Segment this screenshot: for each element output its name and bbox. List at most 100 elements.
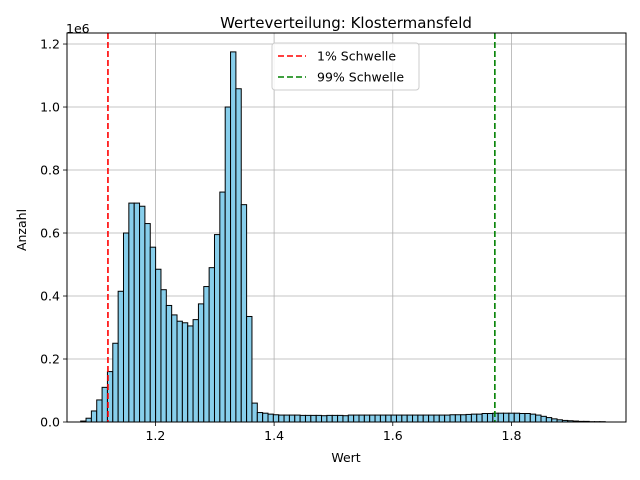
histogram-bar (465, 413, 472, 423)
histogram-bar (428, 414, 435, 423)
histogram-bar (321, 415, 328, 423)
histogram-bar (101, 386, 108, 423)
histogram-bar (267, 413, 274, 423)
histogram-bar (288, 414, 296, 423)
histogram-bar (299, 414, 306, 423)
histogram-bar (486, 412, 494, 423)
histogram-bar (278, 414, 285, 423)
histogram-bar (454, 414, 462, 423)
histogram-bar (374, 414, 381, 423)
histogram-bar (272, 414, 280, 423)
y-axis-label: Anzahl (14, 209, 29, 251)
histogram-bar (197, 303, 205, 423)
histogram-bar (342, 415, 349, 423)
x-tick-label: 1.8 (502, 428, 522, 443)
histogram-bar (519, 412, 526, 423)
histogram-bar (96, 399, 103, 423)
histogram-bar (406, 414, 414, 423)
histogram-bar (240, 204, 248, 423)
histogram-bar (508, 412, 515, 423)
histogram-bar (449, 414, 456, 423)
histogram-bar (85, 417, 92, 423)
y-scale-label: 1e6 (66, 21, 90, 36)
x-tick-label: 1.4 (264, 428, 284, 443)
y-tick-label: 0.0 (40, 415, 60, 430)
histogram-bar (540, 415, 547, 423)
histogram-bar (535, 414, 542, 423)
histogram-bar (513, 412, 521, 423)
histogram-bar (117, 290, 124, 423)
axis-ticks: 1.2 1.4 1.6 1.8 0.0 0.2 0.4 0.6 0.8 1.0 1.2 (40, 37, 521, 443)
legend-label: 99% Schwelle (317, 70, 404, 85)
histogram-bar (144, 223, 151, 423)
histogram-bar (417, 414, 424, 423)
histogram-bar (433, 414, 440, 423)
histogram-bar (470, 413, 478, 423)
histogram-bar (481, 412, 488, 423)
histogram-bar (337, 414, 344, 423)
histogram-bar (235, 88, 242, 423)
plot-frame (66, 32, 627, 423)
histogram-bar (310, 414, 317, 423)
y-tick-label: 0.8 (40, 163, 60, 178)
histogram-bar (363, 414, 371, 423)
histogram-bar (246, 315, 253, 423)
histogram-bar (122, 232, 130, 423)
histogram-bar (369, 414, 376, 423)
histogram-bar (262, 412, 269, 423)
threshold-lines (107, 33, 496, 422)
histogram-bar (283, 414, 290, 423)
histogram-bar (133, 202, 141, 423)
histogram-bar (219, 191, 226, 423)
histogram-bar (412, 414, 419, 423)
histogram-bar (395, 414, 403, 423)
x-axis-label: Wert (331, 450, 360, 465)
histogram-bar (460, 414, 467, 423)
histogram-bar (529, 413, 537, 423)
histogram-bar (294, 414, 301, 423)
histogram-bar (524, 412, 531, 423)
x-tick-label: 1.2 (145, 428, 165, 443)
histogram-bar (112, 342, 119, 423)
histogram-bar (390, 414, 397, 423)
x-tick-label: 1.6 (383, 428, 403, 443)
histogram-bar (176, 320, 183, 423)
histogram-bar (422, 414, 430, 423)
histogram-bar (160, 289, 167, 423)
histogram-bar (315, 414, 323, 423)
legend-label: 1% Schwelle (317, 49, 396, 64)
histogram-bar (256, 412, 264, 423)
histogram-bar (213, 234, 221, 423)
histogram-bar (444, 414, 451, 423)
histogram-bar (149, 246, 157, 423)
histogram-bar (358, 414, 365, 423)
y-tick-label: 1.0 (40, 100, 60, 115)
legend: 1% Schwelle 99% Schwelle (271, 42, 420, 91)
histogram-bar (326, 414, 333, 423)
histogram-bar (230, 51, 237, 423)
y-tick-label: 0.6 (40, 226, 60, 241)
histogram-bar (181, 322, 189, 423)
histogram-bar (379, 414, 387, 423)
histogram-bar (90, 410, 98, 423)
histogram-bar (165, 304, 173, 423)
histogram-bar (187, 325, 194, 423)
histogram-bar (385, 414, 392, 423)
histogram-bar (497, 412, 505, 423)
histogram-bar (331, 414, 339, 423)
histogram-bar (347, 414, 355, 423)
histogram-bar (128, 202, 135, 423)
histogram-bar (155, 268, 162, 423)
y-tick-label: 1.2 (40, 37, 60, 52)
histogram-bar (224, 106, 232, 423)
histogram-bar (438, 414, 446, 423)
histogram-bar (353, 414, 360, 423)
histogram-bar (304, 414, 312, 423)
histogram-bar (503, 412, 510, 423)
histogram-bars (80, 51, 606, 423)
histogram-bar (139, 205, 146, 423)
histogram-bar (192, 319, 199, 423)
legend-box (271, 42, 420, 91)
chart-title: Werteverteilung: Klostermansfeld (220, 14, 472, 32)
